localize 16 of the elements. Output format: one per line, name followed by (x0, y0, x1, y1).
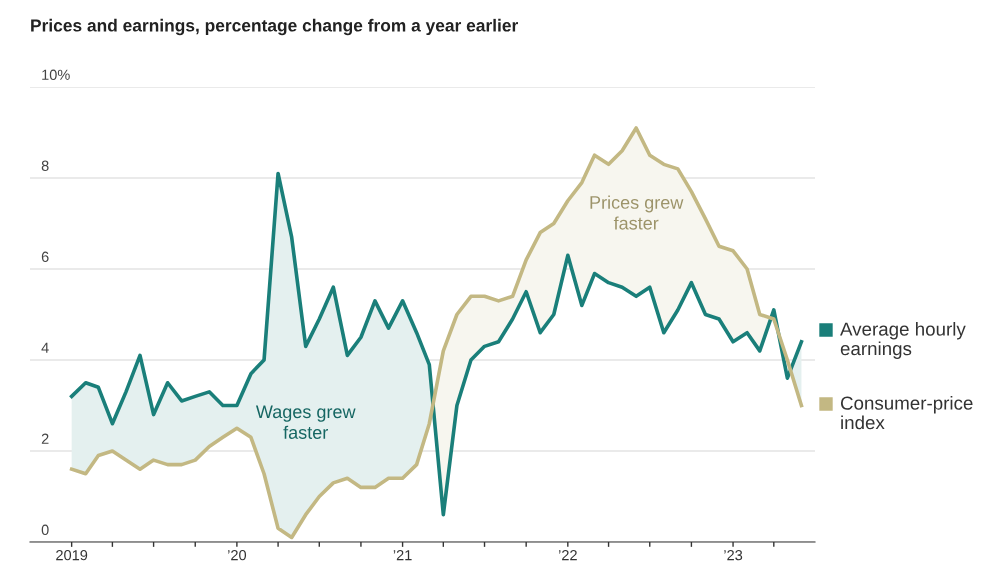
y-tick-label: 8 (41, 160, 49, 171)
x-tick-label: ’22 (558, 550, 577, 561)
legend-label: Average hourly earnings (840, 322, 966, 359)
annotation: Prices grew faster (590, 195, 684, 230)
y-tick-label: 0 (41, 524, 49, 535)
y-tick-label: 6 (41, 251, 49, 262)
x-tick-label: 2019 (56, 550, 88, 561)
y-tick-label: 10% (42, 69, 70, 80)
x-tick-label: ’23 (724, 550, 743, 561)
y-tick-label: 2 (41, 433, 49, 444)
x-tick-label: ’21 (393, 550, 412, 561)
chart-title: Prices and earnings, percentage change from a year earlier (31, 18, 518, 36)
annotation: Wages grew faster (255, 405, 356, 439)
x-tick-label: ’20 (228, 550, 247, 561)
y-tick-label: 4 (41, 342, 49, 353)
legend-label: Consumer-price index (840, 396, 973, 430)
